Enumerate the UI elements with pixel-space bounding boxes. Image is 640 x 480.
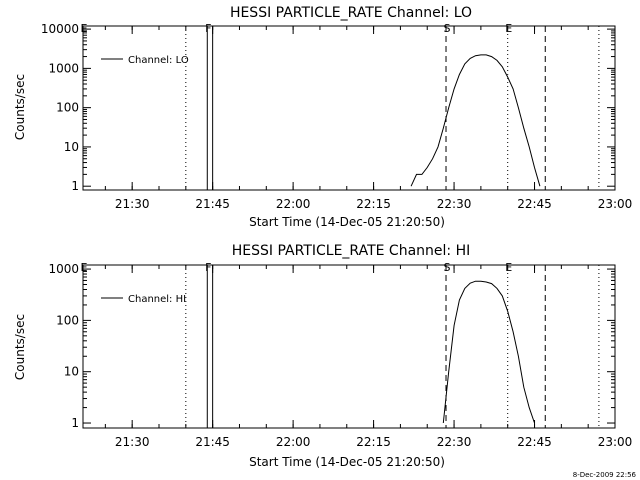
legend-label: Channel: LO [128,55,189,66]
x-tick-label: 23:00 [598,197,633,211]
y-axis-label: Counts/sec [13,74,27,140]
y-tick-label: 100 [56,313,79,327]
y-tick-label: 10 [64,140,79,154]
event-marker-label: S [444,261,451,274]
x-tick-label: 21:30 [115,197,150,211]
event-marker-label: E [81,261,88,274]
chart-title: HESSI PARTICLE_RATE Channel: HI [232,243,470,259]
y-axis-label: Counts/sec [13,314,27,380]
x-tick-label: 21:45 [195,197,230,211]
event-marker-label: S [444,22,451,35]
y-tick-label: 1 [71,416,79,430]
x-axis-label: Start Time (14-Dec-05 21:20:50) [249,455,445,469]
x-tick-label: 23:00 [598,435,633,449]
event-marker-label: E [505,261,512,274]
x-tick-label: 22:15 [356,435,391,449]
y-tick-label: 10000 [41,22,79,36]
event-marker-label: E [81,22,88,35]
x-tick-label: 22:45 [517,197,552,211]
chart-title: HESSI PARTICLE_RATE Channel: LO [230,5,472,21]
series-line-0 [410,54,541,187]
series-line-0 [442,280,535,424]
event-marker-label: E [505,22,512,35]
x-tick-label: 22:00 [276,197,311,211]
x-tick-label: 21:45 [195,435,230,449]
x-tick-label: 22:30 [437,197,472,211]
x-axis-label: Start Time (14-Dec-05 21:20:50) [249,215,445,229]
legend-label: Channel: HI [128,294,186,305]
plot-frame [82,264,616,429]
event-marker-label: F [205,22,211,35]
y-tick-label: 1 [71,179,79,193]
event-marker-label: F [205,261,211,274]
y-tick-label: 1000 [48,262,79,276]
x-tick-label: 22:30 [437,435,472,449]
x-tick-label: 22:15 [356,197,391,211]
panel-channel-lo: HESSI PARTICLE_RATE Channel: LO Counts/s… [13,5,632,229]
y-tick-label: 100 [56,101,79,115]
x-tick-label: 22:00 [276,435,311,449]
footer-timestamp: 8-Dec-2009 22:56 [573,471,637,479]
x-tick-label: 22:45 [517,435,552,449]
x-tick-label: 21:30 [115,435,150,449]
y-tick-label: 10 [64,365,79,379]
y-tick-label: 1000 [48,61,79,75]
panel-channel-hi: HESSI PARTICLE_RATE Channel: HI Counts/s… [13,243,632,469]
